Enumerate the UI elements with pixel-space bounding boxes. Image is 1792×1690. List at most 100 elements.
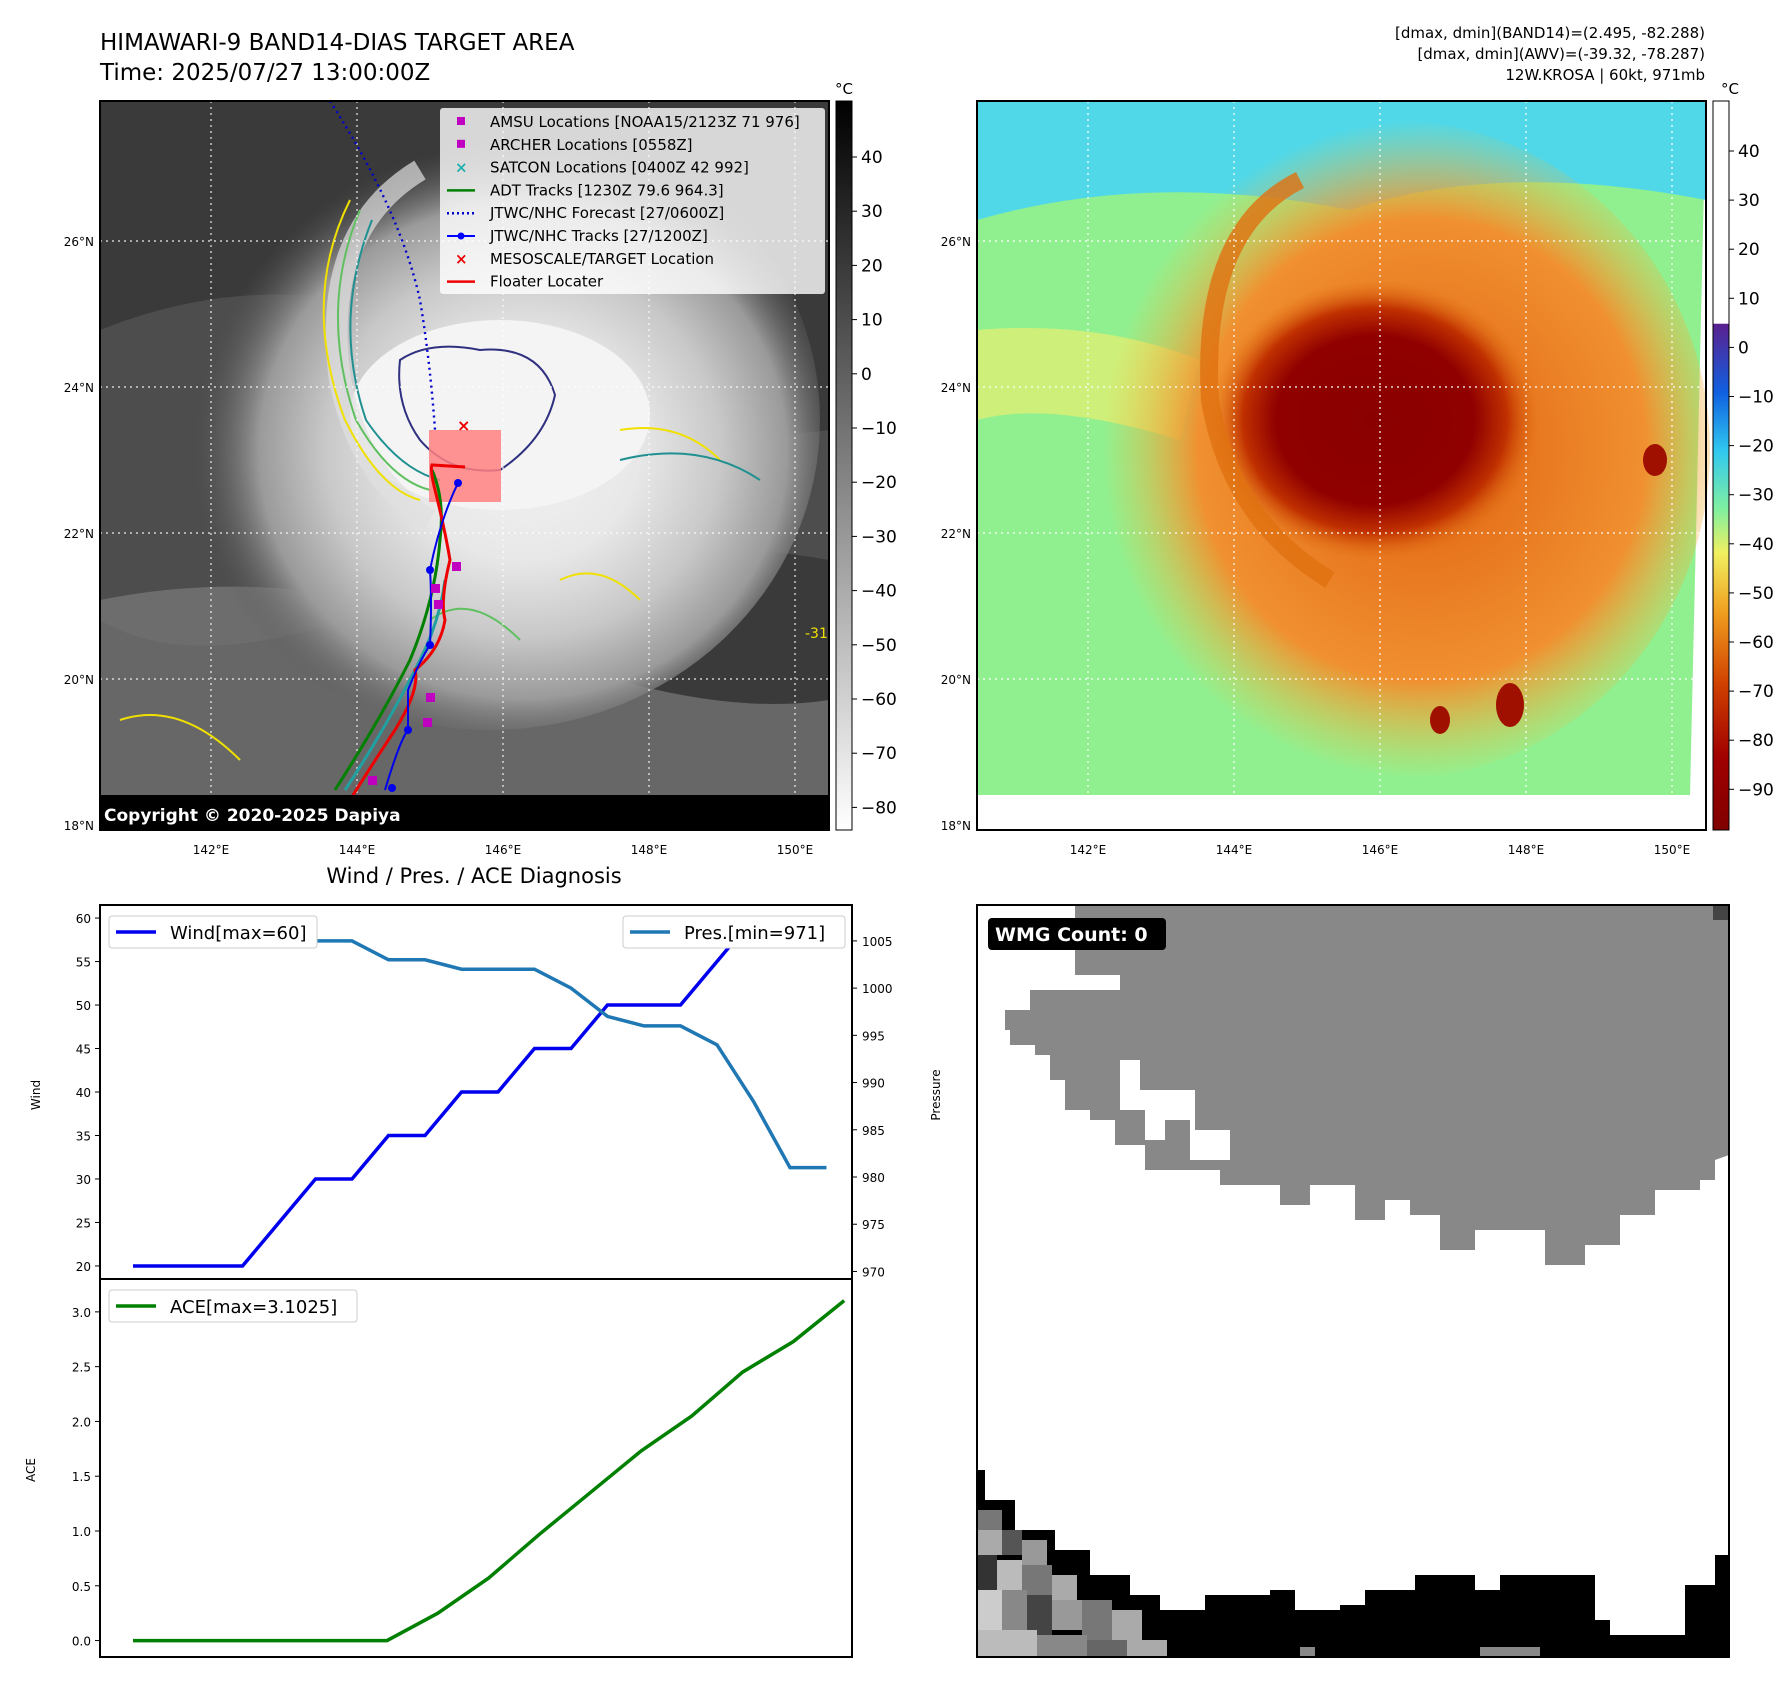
cbar-tick-label: −90 xyxy=(1738,780,1774,800)
legend-item: ARCHER Locations [0558Z] xyxy=(457,136,693,154)
lon-label: 146°E xyxy=(485,843,522,857)
y-tick-label: 30 xyxy=(76,1173,91,1187)
lon-label: 148°E xyxy=(1508,843,1545,857)
figure-title-line2: Time: 2025/07/27 13:00:00Z xyxy=(99,60,430,86)
legend-box xyxy=(108,1289,358,1323)
awv-map-frame xyxy=(976,100,1707,831)
lon-label: 142°E xyxy=(193,843,230,857)
awv-colorbar-unit: °C xyxy=(1721,80,1739,98)
cbar-tick-label: −80 xyxy=(1738,731,1774,751)
wind-legend: Wind[max=60] xyxy=(108,915,318,949)
y-tick-label: 0.0 xyxy=(72,1635,91,1649)
floater-locater-track xyxy=(348,463,466,801)
legend-square-icon xyxy=(457,139,465,148)
ir-storm-cold-top xyxy=(350,320,650,510)
y-right-tick-label: 970 xyxy=(862,1265,885,1279)
y-right-tick-label: 995 xyxy=(862,1029,885,1043)
y-tick-label: 1.5 xyxy=(72,1470,91,1484)
cbar-tick-label: −70 xyxy=(1738,682,1774,702)
cbar-tick-label: −20 xyxy=(1738,437,1774,457)
awv-map-lon-labels: 142°E 144°E 146°E 148°E 150°E xyxy=(1070,843,1691,857)
ace-legend: ACE[max=3.1025] xyxy=(108,1289,358,1323)
cbar-tick-label: −80 xyxy=(861,798,897,818)
y-tick-label: 0.5 xyxy=(72,1580,91,1594)
legend-dot-icon xyxy=(457,232,465,240)
chart-frame xyxy=(99,1278,853,1658)
legend-box xyxy=(622,915,846,949)
wmg-panel: WMG Count: 0 xyxy=(976,904,1730,1658)
legend-item: Floater Locater xyxy=(447,273,604,291)
y-tick-label: 20 xyxy=(76,1260,91,1274)
ir-map-panel: -31 xyxy=(64,100,830,857)
legend-label: ADT Tracks [1230Z 79.6 964.3] xyxy=(490,181,724,199)
awv-core xyxy=(1210,280,1540,560)
lat-label: 18°N xyxy=(64,819,94,833)
lat-label: 24°N xyxy=(941,381,971,395)
lat-label: 20°N xyxy=(941,673,971,687)
cbar-tick-label: −30 xyxy=(1738,486,1774,506)
cbar-tick-label: 30 xyxy=(1738,191,1760,211)
legend-label: JTWC/NHC Forecast [27/0600Z] xyxy=(489,204,724,222)
y-tick-label: 40 xyxy=(76,1086,91,1100)
lon-label: 146°E xyxy=(1362,843,1399,857)
cbar-tick-label: −40 xyxy=(861,582,897,602)
y-axis-label: ACE xyxy=(24,1458,38,1482)
cbar-tick-label: 30 xyxy=(861,202,883,222)
cbar-tick-label: −50 xyxy=(1738,584,1774,604)
cbar-tick-label: 40 xyxy=(861,148,883,168)
y-tick-label: 3.0 xyxy=(72,1306,91,1320)
copyright-label: Copyright © 2020-2025 Dapiya xyxy=(104,806,401,826)
lon-label: 144°E xyxy=(1216,843,1253,857)
wmg-frame xyxy=(976,904,1730,1658)
wind-pressure-chart: 20 25 30 35 40 45 50 55 60 970 975 980 985 990 995 1000… xyxy=(29,904,943,1280)
cbar-tick-label: 0 xyxy=(861,365,872,385)
legend-label: SATCON Locations [0400Z 42 992] xyxy=(490,159,749,177)
cbar-tick-label: 0 xyxy=(1738,338,1749,358)
cbar-tick-label: 10 xyxy=(861,311,883,331)
jtwc-track-points xyxy=(388,479,462,792)
lat-label: 18°N xyxy=(941,819,971,833)
legend-label: AMSU Locations [NOAA15/2123Z 71 976] xyxy=(490,113,800,131)
legend-label: ACE[max=3.1025] xyxy=(170,1297,337,1318)
copyright-strip xyxy=(100,795,829,830)
y-tick-label: 2.5 xyxy=(72,1361,91,1375)
legend-label: Wind[max=60] xyxy=(170,923,307,944)
cbar-tick-label: −10 xyxy=(1738,388,1774,408)
lon-label: 142°E xyxy=(1070,843,1107,857)
lat-label: 22°N xyxy=(64,527,94,541)
cbar-tick-label: 20 xyxy=(861,256,883,276)
diagnosis-chart-title: Wind / Pres. / ACE Diagnosis xyxy=(326,864,621,888)
legend-x-icon: × xyxy=(455,159,468,177)
awv-colorbar: °C 40 30 20 10 0 −10 −20 −30 −40 −50 −60 −70 −80 −90 xyxy=(1712,80,1774,831)
y-right-tick-label: 1005 xyxy=(862,935,893,949)
legend-label: JTWC/NHC Tracks [27/1200Z] xyxy=(489,227,708,245)
legend-label: Pres.[min=971] xyxy=(684,923,825,944)
y-tick-label: 55 xyxy=(76,956,91,970)
legend-square-icon xyxy=(457,117,465,125)
lon-label: 148°E xyxy=(631,843,668,857)
y-right-tick-label: 1000 xyxy=(862,982,893,996)
cbar-tick-label: 20 xyxy=(1738,240,1760,260)
cbar-tick-label: 10 xyxy=(1738,289,1760,309)
awv-spiral-band xyxy=(1200,171,1335,588)
awv-map-grid xyxy=(977,101,1706,830)
legend-label: MESOSCALE/TARGET Location xyxy=(490,250,714,268)
figure-title-line1: HIMAWARI-9 BAND14-DIAS TARGET AREA xyxy=(100,30,575,56)
mesoscale-target-marker: × xyxy=(457,416,470,435)
cbar-tick-label: −50 xyxy=(861,636,897,656)
awv-convective-cells xyxy=(1430,444,1667,734)
legend-box xyxy=(108,915,318,949)
pressure-legend: Pres.[min=971] xyxy=(622,915,846,949)
ir-spiral-band xyxy=(325,160,436,530)
legend-item: ADT Tracks [1230Z 79.6 964.3] xyxy=(447,181,724,199)
legend-box xyxy=(440,108,825,294)
info-line3: 12W.KROSA | 60kt, 971mb xyxy=(1505,66,1705,84)
wmg-count-badge xyxy=(988,918,1166,950)
y-tick-label: 35 xyxy=(76,1129,91,1143)
lon-label: 150°E xyxy=(1654,843,1691,857)
legend-label: ARCHER Locations [0558Z] xyxy=(490,136,693,154)
cbar-tick-label: −20 xyxy=(861,473,897,493)
awv-colorbar-gradient xyxy=(1712,100,1730,831)
ace-chart: 0.0 0.5 1.0 1.5 2.0 2.5 3.0 ACE ACE[max=3.1025] xyxy=(24,1278,853,1658)
legend-x-icon: × xyxy=(455,250,468,268)
